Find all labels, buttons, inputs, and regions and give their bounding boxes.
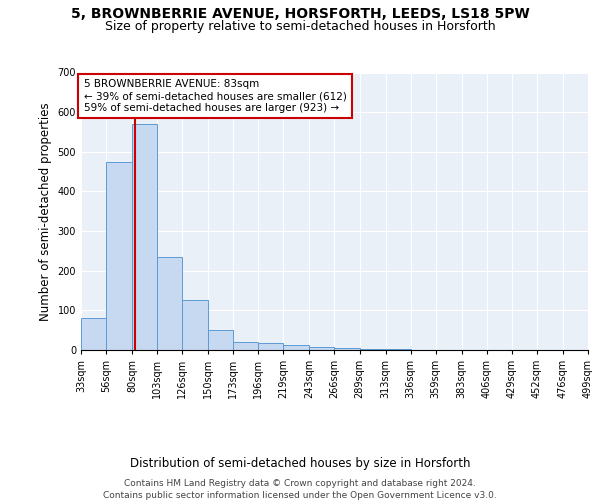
- Bar: [359, 349, 386, 350]
- Bar: [106, 162, 132, 350]
- Bar: [335, 348, 359, 350]
- Text: 5, BROWNBERRIE AVENUE, HORSFORTH, LEEDS, LS18 5PW: 5, BROWNBERRIE AVENUE, HORSFORTH, LEEDS,…: [71, 8, 529, 22]
- Y-axis label: Number of semi-detached properties: Number of semi-detached properties: [39, 102, 52, 320]
- Text: Size of property relative to semi-detached houses in Horsforth: Size of property relative to semi-detach…: [104, 20, 496, 33]
- Bar: [81, 318, 106, 350]
- Bar: [386, 349, 410, 350]
- Bar: [208, 330, 233, 350]
- Bar: [233, 342, 259, 350]
- Bar: [259, 343, 283, 350]
- Text: 5 BROWNBERRIE AVENUE: 83sqm
← 39% of semi-detached houses are smaller (612)
59% : 5 BROWNBERRIE AVENUE: 83sqm ← 39% of sem…: [83, 80, 346, 112]
- Bar: [310, 347, 335, 350]
- Bar: [132, 124, 157, 350]
- Text: Contains public sector information licensed under the Open Government Licence v3: Contains public sector information licen…: [103, 491, 497, 500]
- Text: Distribution of semi-detached houses by size in Horsforth: Distribution of semi-detached houses by …: [130, 458, 470, 470]
- Bar: [157, 257, 182, 350]
- Text: Contains HM Land Registry data © Crown copyright and database right 2024.: Contains HM Land Registry data © Crown c…: [124, 479, 476, 488]
- Bar: [283, 345, 310, 350]
- Bar: [182, 300, 208, 350]
